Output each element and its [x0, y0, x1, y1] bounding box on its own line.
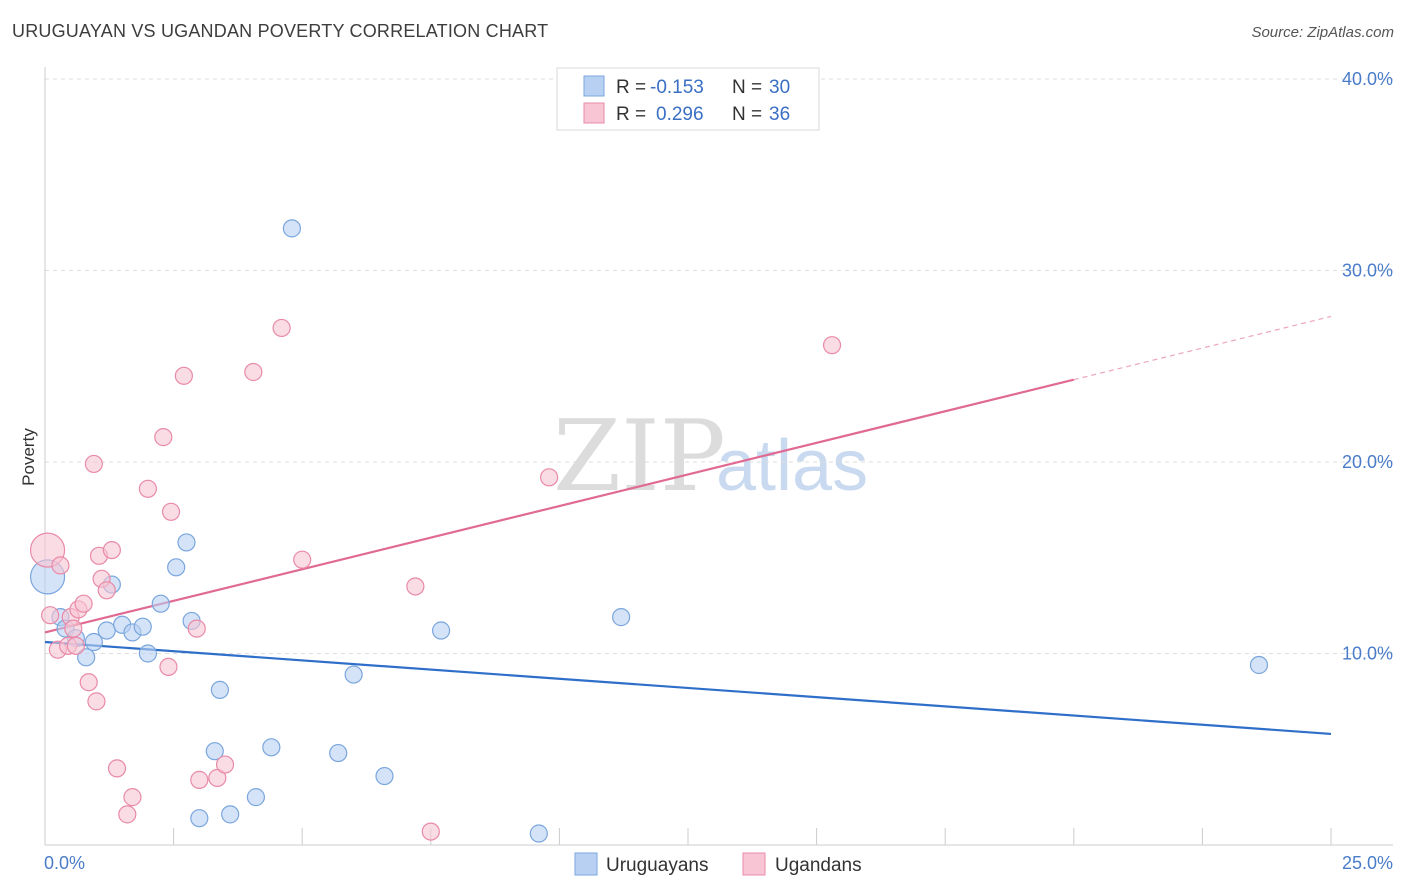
bottom-legend-ugandans: Ugandans [775, 855, 862, 876]
uruguayans-point [210, 680, 229, 699]
legend-r-label-1: R = [616, 77, 646, 98]
ugandans-point [87, 692, 106, 711]
ugandans-point [84, 454, 103, 474]
y-tick-label-10: 10.0% [1342, 644, 1393, 664]
ugandans-point [64, 619, 83, 638]
uruguayans-point [97, 621, 116, 640]
legend-n-value-1: 30 [769, 77, 790, 98]
ugandans-point [79, 673, 98, 692]
ugandans-point [540, 468, 559, 487]
uruguayans-point [344, 665, 363, 684]
trend-line-ugandans [44, 378, 1075, 634]
series-legend: Uruguayans Ugandans [574, 852, 862, 876]
ugandans-point [154, 428, 173, 447]
ugandans-point [421, 822, 440, 841]
ugandans-point [293, 550, 312, 569]
watermark-zip: ZIP [553, 400, 726, 514]
ugandans-point [187, 619, 206, 638]
legend-n-label-1: N = [732, 77, 762, 98]
source-label: Source: ZipAtlas.com [1251, 24, 1394, 41]
ugandans-point [822, 336, 842, 355]
ugandans-point [97, 581, 116, 600]
ugandans-point [174, 366, 193, 385]
trend-lines [44, 315, 1332, 736]
ugandans-point [161, 502, 181, 521]
legend-swatch-ugandans [583, 102, 605, 124]
ugandans-point [138, 479, 157, 498]
uruguayans-point [612, 608, 631, 627]
ugandans-point [123, 788, 142, 807]
uruguayans-point [329, 743, 348, 763]
uruguayans-point [262, 738, 281, 757]
ugandans-point [74, 594, 93, 613]
legend-n-value-2: 36 [769, 104, 790, 125]
ugandans-point [41, 606, 60, 625]
uruguayans-point [190, 809, 209, 828]
uruguayans-point [1249, 655, 1269, 675]
y-tick-label-20: 20.0% [1342, 452, 1393, 472]
legend-r-value-2: 0.296 [656, 104, 704, 125]
uruguayans-point [84, 632, 103, 652]
uruguayans-point [138, 644, 157, 663]
ugandans-point [102, 540, 121, 560]
bottom-swatch-ugandans [742, 852, 766, 876]
x-tick-max: 25.0% [1342, 853, 1393, 873]
ugandans-point [208, 768, 227, 788]
ugandans-point [190, 770, 209, 789]
ugandans-point [159, 657, 178, 677]
correlation-legend: R = -0.153 N = 30 R = 0.296 N = 36 [556, 67, 820, 131]
uruguayans-point [282, 219, 302, 238]
uruguayans-point [431, 621, 451, 640]
y-axis-label: Poverty [19, 428, 38, 486]
y-tick-label-30: 30.0% [1342, 261, 1393, 281]
legend-n-label-2: N = [732, 104, 762, 125]
bottom-swatch-uruguayans [574, 852, 598, 876]
ugandans-point [118, 805, 137, 824]
ugandans-point [51, 556, 70, 575]
uruguayans-point [167, 558, 186, 577]
legend-r-label-2: R = [616, 104, 646, 125]
uruguayans-point [205, 742, 224, 761]
bottom-legend-uruguayans: Uruguayans [606, 855, 708, 876]
uruguayans-point [151, 594, 170, 613]
legend-swatch-uruguayans [583, 75, 605, 97]
chart-title: URUGUAYAN VS UGANDAN POVERTY CORRELATION… [12, 21, 549, 41]
trend-line-extension-ugandans [1073, 315, 1332, 381]
y-tick-label-40: 40.0% [1342, 69, 1393, 89]
y-tick-labels: 10.0% 20.0% 30.0% 40.0% [1342, 69, 1393, 664]
data-points [29, 219, 1269, 843]
trend-line-uruguayans [44, 640, 1332, 736]
uruguayans-point [177, 533, 196, 552]
gridlines [45, 78, 1393, 654]
ugandans-point [406, 577, 425, 596]
legend-r-value-1: -0.153 [650, 77, 704, 98]
uruguayans-point [529, 824, 548, 843]
ugandans-point [107, 759, 127, 778]
uruguayans-point [77, 648, 96, 667]
uruguayans-point [246, 788, 266, 807]
watermark-atlas: atlas [716, 426, 868, 506]
uruguayans-point [375, 766, 394, 786]
ugandans-point [272, 318, 291, 338]
uruguayans-point [221, 805, 240, 824]
uruguayans-point [133, 617, 152, 636]
ugandans-point [66, 636, 85, 655]
ugandans-point [215, 755, 235, 774]
x-tick-min: 0.0% [44, 853, 85, 873]
ugandans-point [244, 362, 263, 382]
